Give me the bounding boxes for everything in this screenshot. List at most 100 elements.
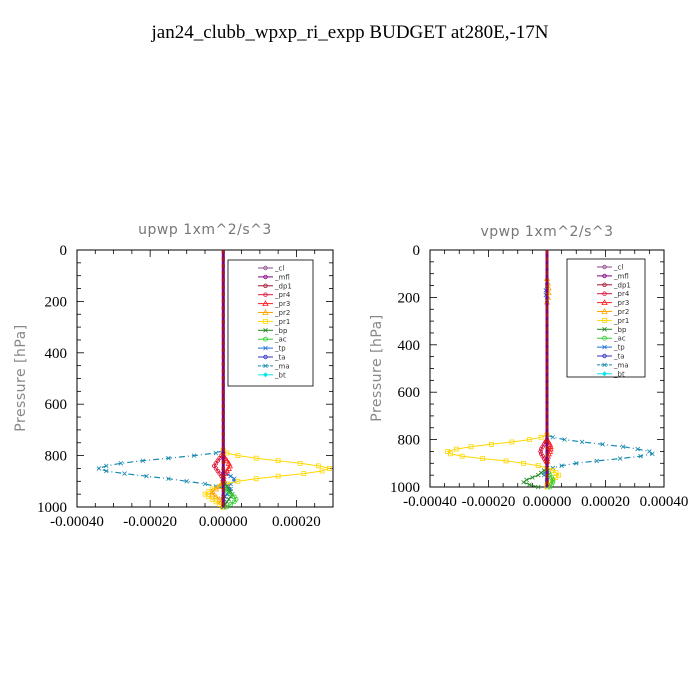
data-point: [275, 473, 281, 479]
data-point: [638, 453, 643, 459]
data-point: [521, 479, 526, 485]
legend: _cl_mfl_dp1_pr4_pr3_pr2_pr1_bp_ac_tp_ta_…: [227, 259, 314, 387]
data-point: [521, 460, 526, 466]
legend-marker: [602, 291, 607, 296]
data-point: [213, 499, 219, 505]
legend-label: _bt: [613, 370, 625, 378]
data-point: [103, 468, 109, 474]
legend-marker: [601, 299, 608, 305]
x-tick-label: 0.00020: [581, 494, 630, 510]
series-ma: [541, 432, 655, 490]
legend-marker: [602, 282, 607, 287]
chart-panel-2: vpwp 1xm^2/s^3 Pressure [hPa] 0 200 400 600 80…: [369, 224, 688, 510]
legend-marker: [602, 327, 607, 332]
data-point: [527, 437, 532, 443]
data-point: [530, 475, 535, 480]
data-point: [209, 488, 216, 494]
data-point: [235, 478, 241, 484]
data-point: [538, 449, 543, 454]
data-point: [191, 453, 197, 458]
legend-marker: [602, 371, 607, 377]
x-tick-label: 0.00020: [272, 514, 321, 530]
data-point: [579, 439, 585, 445]
legend-marker: [263, 292, 268, 297]
y-tick-label: 600: [45, 397, 68, 413]
data-point: [202, 491, 208, 497]
y-tick-label: 0: [60, 243, 68, 259]
legend-label: _pr2: [613, 308, 629, 316]
legend-label: _dp1: [613, 281, 631, 289]
y-tick-label: 800: [45, 449, 68, 465]
legend-label: _pr4: [613, 290, 630, 298]
data-point: [535, 472, 541, 478]
data-point: [527, 482, 532, 487]
y-tick-label: 400: [45, 346, 68, 362]
legend-marker: [263, 345, 268, 351]
data-point: [503, 458, 509, 464]
legend-label: _pr2: [274, 309, 290, 317]
series-ma: [96, 448, 233, 510]
legend-marker: [602, 362, 607, 368]
legend-label: _tp: [613, 344, 625, 352]
data-point: [573, 461, 579, 466]
data-point: [453, 446, 459, 452]
data-point: [166, 476, 171, 482]
data-point: [96, 466, 102, 471]
legend-marker: [602, 264, 607, 270]
data-point: [448, 451, 453, 457]
x-tick-label: 0.00000: [523, 494, 572, 510]
legend-label: _pr3: [274, 300, 290, 308]
page-title: jan24_clubb_wpxp_ri_expp BUDGET at280E,-…: [151, 22, 549, 43]
data-point: [209, 496, 215, 502]
legend-marker: [262, 309, 269, 315]
data-point: [635, 446, 640, 452]
legend-marker: [602, 317, 607, 323]
legend-marker: [263, 363, 268, 369]
data-point: [547, 445, 554, 452]
legend-marker: [601, 308, 608, 314]
legend-label: _bp: [613, 326, 627, 334]
legend-marker: [263, 274, 268, 280]
legend-marker: [263, 328, 268, 333]
legend-marker: [602, 344, 607, 350]
data-point: [489, 441, 494, 447]
data-point: [166, 455, 171, 461]
legend-marker: [602, 273, 607, 279]
data-point: [559, 463, 564, 468]
legend-label: _bp: [274, 327, 288, 335]
data-point: [538, 446, 544, 452]
chart-title: vpwp 1xm^2/s^3: [480, 224, 613, 240]
y-axis-label: Pressure [hPa]: [369, 314, 385, 421]
data-point: [253, 476, 259, 482]
data-point: [226, 497, 232, 502]
legend-label: _ac: [274, 336, 287, 344]
legend-marker: [263, 336, 268, 342]
legend-label: _cl: [613, 264, 623, 272]
legend: _cl_mfl_dp1_pr4_pr3_pr2_pr1_bp_ac_tp_ta_…: [566, 258, 646, 378]
x-tick-label: -0.00020: [123, 514, 177, 530]
y-tick-label: 1000: [390, 480, 420, 496]
data-point: [206, 494, 212, 500]
data-point: [216, 495, 223, 502]
data-point: [140, 458, 146, 464]
data-point: [253, 455, 259, 461]
data-point: [224, 484, 230, 489]
data-point: [228, 502, 234, 507]
legend-label: _tp: [274, 345, 286, 353]
legend-label: _dp1: [274, 282, 292, 290]
legend-label: _mfl: [613, 272, 629, 280]
data-point: [224, 499, 230, 505]
data-point: [216, 483, 223, 489]
data-point: [103, 463, 109, 469]
data-point: [235, 453, 241, 459]
data-point: [459, 453, 465, 459]
data-point: [225, 465, 232, 471]
chart-panel-1: upwp 1xm^2/s^3 Pressure [hPa] 0 200 400 600 80…: [13, 222, 334, 530]
data-point: [228, 491, 234, 497]
legend-label: _pr1: [274, 318, 290, 326]
data-point: [213, 450, 219, 456]
data-point: [122, 471, 127, 476]
legend-marker: [263, 318, 268, 324]
data-point: [617, 456, 623, 461]
